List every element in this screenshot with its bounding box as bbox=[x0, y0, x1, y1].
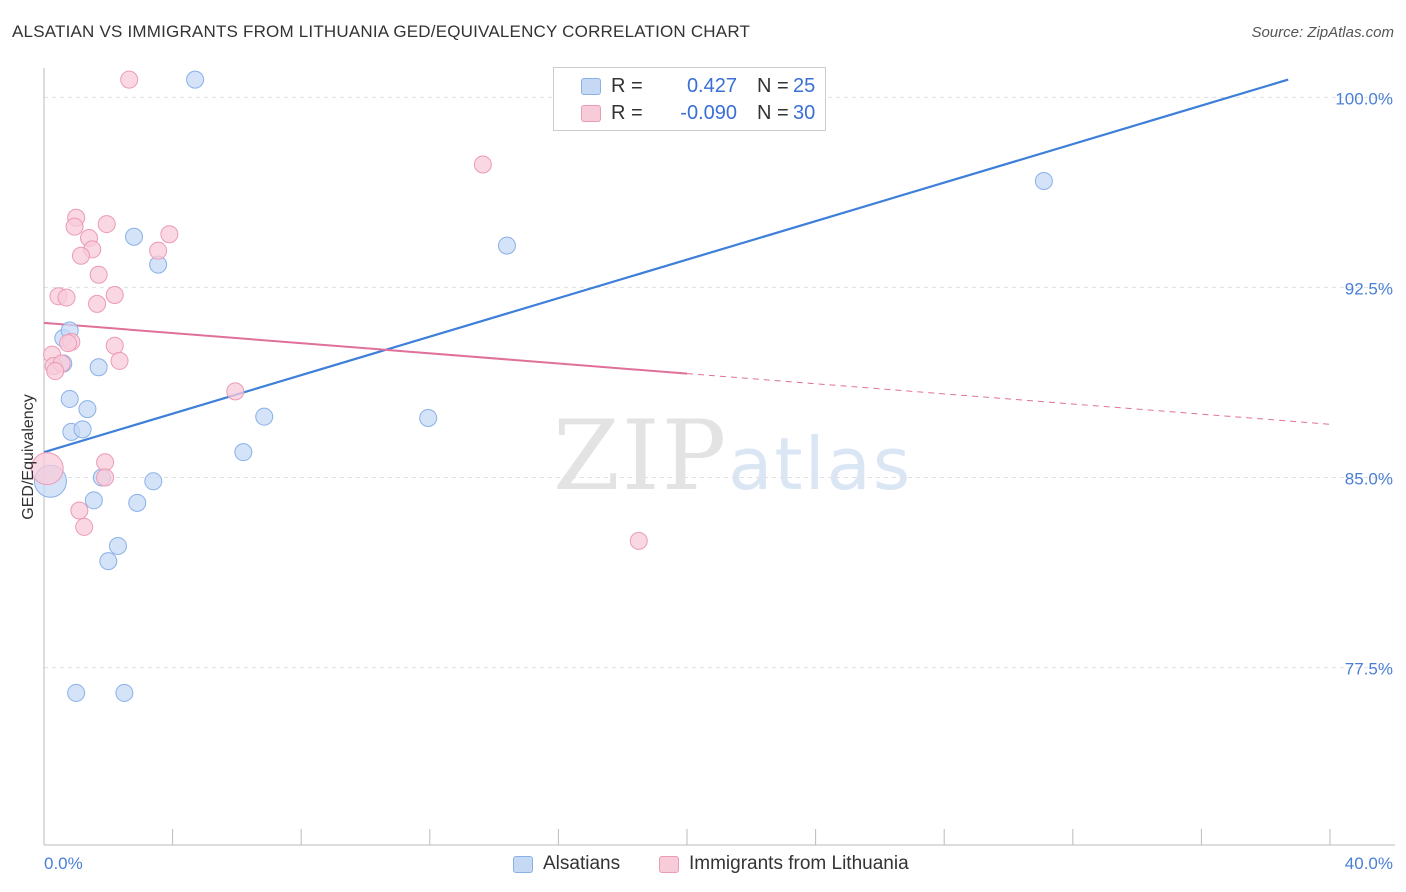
series-legend-lithuania: Immigrants from Lithuania bbox=[659, 851, 909, 877]
series-legend-label: Alsatians bbox=[543, 853, 621, 874]
y-tick-label: 100.0% bbox=[1335, 89, 1393, 108]
alsatian-point bbox=[144, 472, 163, 491]
source-credit: Source: ZipAtlas.com bbox=[1251, 24, 1394, 41]
lithuania-point bbox=[105, 336, 124, 355]
lithuania-point bbox=[70, 501, 89, 520]
legend-r-label: R = bbox=[611, 101, 643, 124]
lithuania-point bbox=[71, 246, 90, 265]
lithuania-point bbox=[160, 225, 179, 244]
legend-swatch-pink bbox=[581, 104, 601, 122]
lithuania-point bbox=[105, 286, 124, 305]
alsatian-point bbox=[99, 552, 118, 571]
lithuania-point bbox=[110, 351, 129, 370]
alsatian-point bbox=[128, 493, 147, 512]
legend-n-value: 30 bbox=[793, 101, 816, 124]
trend-lines bbox=[43, 78, 1331, 454]
lithuania-trend-line-dashed bbox=[686, 373, 1331, 425]
x-tick-label: 40.0% bbox=[1345, 854, 1393, 873]
lithuania-point bbox=[96, 468, 115, 487]
data-points bbox=[30, 70, 1053, 702]
legend-r-value: 0.427 bbox=[686, 74, 737, 97]
legend-row-alsatians: R = 0.427 N = 25 bbox=[554, 73, 815, 99]
legend-n-label: N = bbox=[757, 74, 789, 97]
lithuania-trend-line-solid bbox=[43, 321, 688, 375]
alsatian-point bbox=[67, 683, 86, 702]
y-tick-label: 92.5% bbox=[1345, 279, 1393, 298]
alsatian-point bbox=[115, 683, 134, 702]
y-tick-label: 77.5% bbox=[1345, 660, 1393, 679]
lithuania-point bbox=[473, 155, 492, 174]
legend-row-lithuania: R = -0.090 N = 30 bbox=[554, 100, 815, 126]
series-legend-alsatians: Alsatians bbox=[513, 851, 620, 877]
grid-lines bbox=[44, 96, 1395, 669]
lithuania-point bbox=[75, 517, 94, 536]
alsatian-point bbox=[234, 443, 253, 462]
series-swatch-pink bbox=[659, 855, 679, 873]
alsatian-point bbox=[60, 389, 79, 408]
legend-r-value: -0.090 bbox=[680, 101, 737, 124]
alsatian-point bbox=[108, 536, 127, 555]
lithuania-point bbox=[97, 215, 116, 234]
alsatian-point bbox=[125, 227, 144, 246]
y-axis-label: GED/Equivalency bbox=[20, 394, 37, 519]
correlation-legend: R = 0.427 N = 25 R = -0.090 N = 30 bbox=[553, 67, 826, 131]
x-tick-label: 0.0% bbox=[44, 854, 83, 873]
series-legend-label: Immigrants from Lithuania bbox=[689, 853, 909, 874]
alsatian-point bbox=[73, 420, 92, 439]
lithuania-point bbox=[30, 452, 64, 486]
lithuania-point bbox=[65, 217, 84, 236]
chart-title: ALSATIAN VS IMMIGRANTS FROM LITHUANIA GE… bbox=[12, 22, 751, 41]
watermark-zip: ZIP bbox=[553, 400, 729, 512]
lithuania-point bbox=[59, 334, 78, 353]
alsatian-point bbox=[497, 236, 516, 255]
lithuania-point bbox=[149, 241, 168, 260]
legend-r-label: R = bbox=[611, 74, 643, 97]
lithuania-point bbox=[120, 70, 139, 89]
watermark-atlas: atlas bbox=[728, 422, 913, 506]
legend-swatch-blue bbox=[581, 77, 601, 95]
y-tick-label: 85.0% bbox=[1345, 470, 1393, 489]
legend-n-value: 25 bbox=[793, 74, 816, 97]
alsatian-point bbox=[84, 491, 103, 510]
tick-labels: 77.5% 85.0% 92.5% 100.0% 0.0% 40.0% bbox=[44, 89, 1393, 873]
legend-n-label: N = bbox=[757, 101, 789, 124]
alsatians-trend-line bbox=[43, 78, 1289, 454]
series-swatch-blue bbox=[513, 855, 533, 873]
alsatian-point bbox=[419, 408, 438, 427]
alsatian-point bbox=[255, 407, 274, 426]
lithuania-point bbox=[46, 362, 65, 381]
lithuania-point bbox=[96, 453, 115, 472]
lithuania-point bbox=[226, 382, 245, 401]
lithuania-point bbox=[629, 531, 648, 550]
lithuania-point bbox=[89, 265, 108, 284]
lithuania-point bbox=[57, 288, 76, 307]
alsatian-point bbox=[1034, 171, 1053, 190]
alsatian-point bbox=[186, 70, 205, 89]
lithuania-point bbox=[88, 294, 107, 313]
alsatian-point bbox=[89, 358, 108, 377]
alsatian-point bbox=[78, 400, 97, 419]
watermark: ZIPatlas bbox=[553, 400, 912, 512]
